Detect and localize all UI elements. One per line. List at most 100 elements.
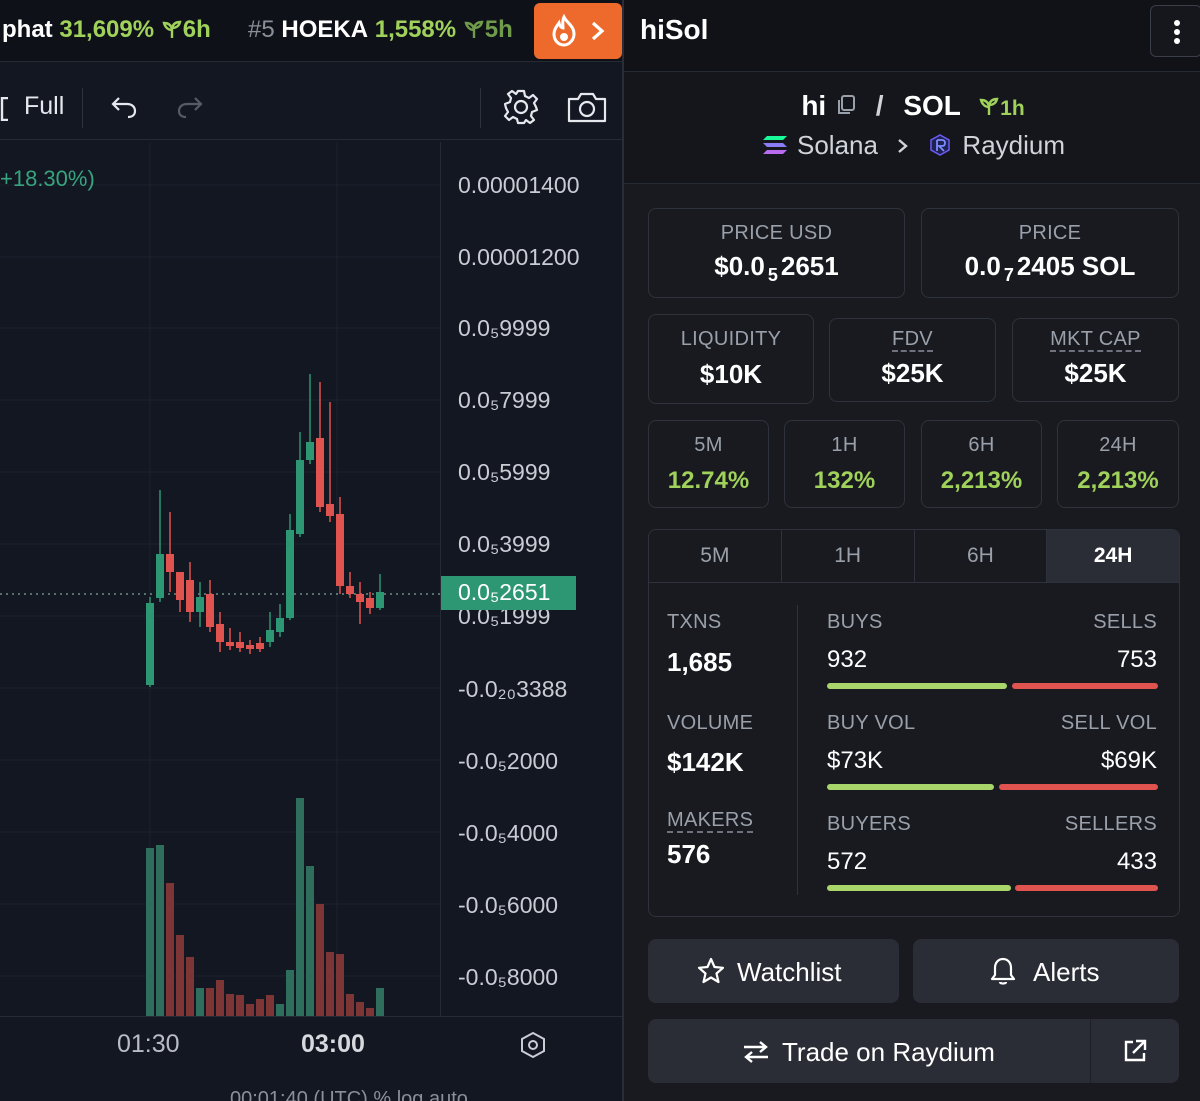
trending-ticker: phat 31,609% 6h #5 HOEKA 1,558% 5h xyxy=(0,0,622,62)
sprout-icon xyxy=(161,18,183,40)
price-usd-label: PRICE USD xyxy=(720,222,833,244)
buyers-bar xyxy=(827,885,1011,891)
sell-volume-bar xyxy=(999,784,1158,790)
price-native-prefix: 0.0 xyxy=(964,251,1001,281)
x-axis-label: 01:30 xyxy=(117,1030,180,1058)
fdv-label: FDV xyxy=(892,328,933,352)
trending-item[interactable]: phat 31,609% 6h xyxy=(2,16,211,44)
market-cap-card[interactable]: MKT CAP $25K xyxy=(1012,318,1179,402)
copy-icon[interactable] xyxy=(836,94,856,116)
sells-value: 753 xyxy=(1116,646,1157,673)
candle-body xyxy=(186,580,194,612)
candle-body xyxy=(296,460,304,534)
timeframe-tabs: 5M 1H 6H 24H xyxy=(648,529,1180,583)
volume-bar xyxy=(336,954,344,1016)
alerts-button[interactable]: Alerts xyxy=(913,939,1179,1003)
volume-bar xyxy=(376,988,384,1016)
trade-button[interactable]: Trade on Raydium xyxy=(648,1019,1179,1083)
volume-bar xyxy=(316,904,324,1016)
redo-icon[interactable] xyxy=(176,94,204,120)
y-axis-label: 0.0₅3999 xyxy=(458,531,551,557)
candle-body xyxy=(286,530,294,618)
sprout-icon xyxy=(463,18,485,40)
plot-area[interactable] xyxy=(0,142,440,1017)
y-axis-label: -0.0₅2000 xyxy=(458,748,559,774)
dex-name[interactable]: Raydium xyxy=(962,130,1066,160)
undo-icon[interactable] xyxy=(110,94,138,120)
watchlist-button[interactable]: Watchlist xyxy=(648,939,899,1003)
pair-info-pane: hiSol hi / SOL 1h Solana xyxy=(622,0,1200,1101)
volume-bar xyxy=(166,883,174,1016)
market-cap-label: MKT CAP xyxy=(1050,328,1141,352)
chart-pane: phat 31,609% 6h #5 HOEKA 1,558% 5h xyxy=(0,0,622,1101)
external-link-icon[interactable] xyxy=(1122,1038,1148,1064)
buy-volume-label: BUY VOL xyxy=(827,712,916,734)
tab-5m[interactable]: 5M xyxy=(649,530,782,583)
candle-body xyxy=(176,572,184,600)
tab-6h[interactable]: 6H xyxy=(915,530,1048,583)
fdv-card[interactable]: FDV $25K xyxy=(829,318,996,402)
change-card-5m[interactable]: 5M 12.74% xyxy=(648,420,769,508)
price-native-zero-count: 7 xyxy=(1003,265,1014,285)
change-card-24h[interactable]: 24H 2,213% xyxy=(1057,420,1179,508)
volume-bar xyxy=(306,866,314,1016)
y-axis-label: 0.0₅7999 xyxy=(458,387,551,413)
trade-stats: TXNS 1,685 VOLUME $142K MAKERS 576 BUYS … xyxy=(648,582,1180,917)
change-label: 5M xyxy=(694,434,723,456)
candle-body xyxy=(156,554,164,598)
change-card-6h[interactable]: 6H 2,213% xyxy=(921,420,1042,508)
price-chart[interactable] xyxy=(0,142,622,1101)
volume-bar xyxy=(286,970,294,1016)
solana-icon xyxy=(761,134,789,156)
candle-body xyxy=(226,642,234,646)
watchlist-label: Watchlist xyxy=(737,957,842,987)
camera-icon[interactable] xyxy=(566,90,608,124)
price-native-card: PRICE 0.0 7 2405 SOL xyxy=(921,208,1179,298)
txns-value: 1,685 xyxy=(667,647,733,677)
pair-title: hiSol xyxy=(640,14,709,45)
gear-icon[interactable] xyxy=(502,88,540,126)
chart-footer: 00:01:40 (UTC) % log auto xyxy=(230,1088,468,1101)
sells-label: SELLS xyxy=(1093,611,1157,633)
sell-volume-label: SELL VOL xyxy=(1060,712,1157,734)
x-axis-label: 03:00 xyxy=(301,1030,365,1058)
hot-pairs-button[interactable] xyxy=(534,3,622,59)
y-axis-label: -0.0₅6000 xyxy=(458,892,559,918)
chain-name[interactable]: Solana xyxy=(796,130,878,160)
more-menu-button[interactable] xyxy=(1150,5,1200,57)
y-axis-label: -0.0₅4000 xyxy=(458,820,559,846)
buyers-label: BUYERS xyxy=(827,813,912,835)
sprout-icon xyxy=(978,95,1000,117)
tab-24h[interactable]: 24H xyxy=(1047,530,1179,583)
y-axis-label: 0.00001200 xyxy=(458,244,580,270)
chain-dex-line: Solana Raydium xyxy=(624,130,1200,161)
fullscreen-button[interactable]: Full xyxy=(24,92,65,120)
makers-label[interactable]: MAKERS xyxy=(667,809,754,833)
volume-bar xyxy=(346,994,354,1016)
candle-body xyxy=(266,630,274,642)
volume-bar xyxy=(326,952,334,1016)
fdv-value: $25K xyxy=(881,358,944,388)
candle-body xyxy=(366,598,374,608)
candle-body xyxy=(246,645,254,649)
tab-1h[interactable]: 1H xyxy=(782,530,915,583)
pair-age: 1h xyxy=(1000,97,1025,120)
trending-age: 5h xyxy=(484,16,513,43)
candlestick-plot xyxy=(0,142,440,1017)
hexagon-settings-icon[interactable] xyxy=(519,1031,547,1059)
change-card-1h[interactable]: 1H 132% xyxy=(784,420,905,508)
price-native-label: PRICE xyxy=(1018,222,1082,244)
liquidity-label: LIQUIDITY xyxy=(680,328,782,350)
current-price-tag: 0.0₅2651 xyxy=(441,576,576,610)
pair-symbol-line: hi / SOL 1h xyxy=(624,90,1200,122)
trending-item[interactable]: #5 HOEKA 1,558% 5h xyxy=(248,16,513,44)
y-axis-label: 0.00001400 xyxy=(458,172,580,198)
volume-bar xyxy=(356,1002,364,1016)
sell-volume-value: $69K xyxy=(1100,747,1157,774)
chevron-right-icon xyxy=(897,138,909,154)
price-change-label: +18.30%) xyxy=(0,166,95,191)
fullscreen-icon[interactable] xyxy=(0,97,10,121)
buy-volume-value: $73K xyxy=(827,747,884,774)
volume-bar xyxy=(146,848,154,1016)
volume-bar xyxy=(236,995,244,1016)
